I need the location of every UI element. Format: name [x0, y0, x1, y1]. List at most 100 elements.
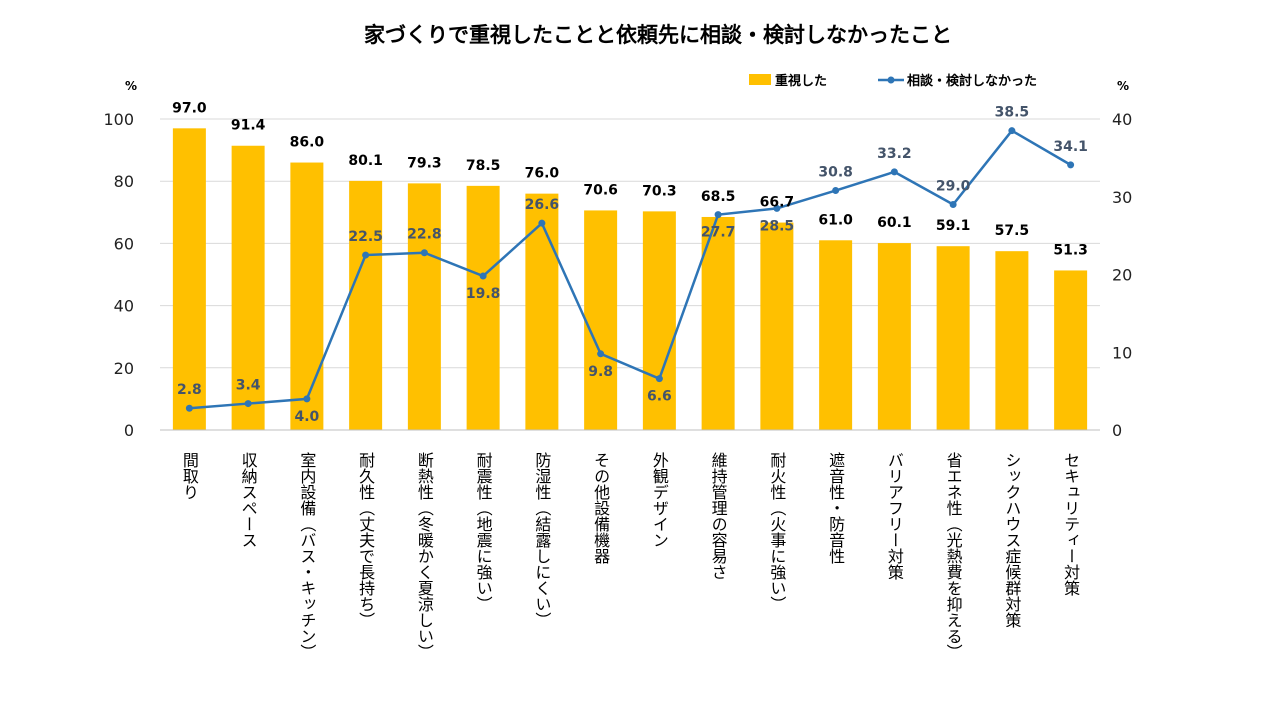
- right-tick-label: 0: [1112, 421, 1122, 440]
- line-value-label: 34.1: [1053, 139, 1088, 155]
- line-point: [538, 219, 546, 227]
- bar-value-label: 66.7: [760, 195, 795, 211]
- line-value-label: 9.8: [588, 364, 613, 380]
- line-value-label: 30.8: [818, 165, 853, 181]
- category-label: 間取り: [180, 452, 199, 500]
- bar-value-label: 79.3: [407, 155, 442, 171]
- line-value-labels: 2.8 3.4 4.0 22.5 22.8 19.8 26.6 9.8 6.6 27.7 28.5 3…: [177, 105, 1088, 425]
- bar-series: [172, 128, 1088, 431]
- category-label: セキュリティー対策: [1061, 452, 1080, 596]
- bar-value-label: 51.3: [1053, 242, 1088, 258]
- category-label: 室内設備（バス・キッチン）: [297, 452, 316, 660]
- line-value-label: 28.5: [760, 218, 795, 234]
- line-point: [597, 350, 605, 358]
- line-point: [244, 400, 252, 408]
- category-label: 省エネ性（光熱費を抑える）: [944, 452, 963, 660]
- legend-bar-label: 重視した: [775, 73, 827, 89]
- bar: [172, 128, 206, 430]
- right-tick-label: 20: [1112, 266, 1132, 285]
- bar-value-label: 78.5: [466, 158, 501, 174]
- category-label: その他設備機器: [591, 452, 610, 564]
- left-tick-label: 100: [103, 110, 134, 129]
- bar: [525, 193, 559, 430]
- line-value-label: 38.5: [995, 105, 1030, 121]
- bar: [584, 210, 618, 430]
- right-tick-label: 10: [1112, 343, 1132, 362]
- category-label: バリアフリー対策: [885, 452, 904, 580]
- category-label: 防湿性（結露しにくい）: [532, 452, 551, 628]
- line-value-label: 2.8: [177, 382, 202, 398]
- line-point: [714, 211, 722, 219]
- chart-title: 家づくりで重視したことと依頼先に相談・検討しなかったこと: [364, 23, 952, 47]
- line-value-label: 27.7: [701, 225, 736, 241]
- line-value-label: 19.8: [466, 286, 501, 302]
- bar: [349, 180, 383, 430]
- line-value-label: 22.8: [407, 227, 442, 243]
- bar-value-label: 60.1: [877, 215, 912, 231]
- bar-value-label: 68.5: [701, 189, 736, 205]
- line-point: [479, 272, 487, 280]
- bar-value-label: 59.1: [936, 218, 971, 234]
- right-axis-unit: %: [1117, 79, 1129, 93]
- right-axis: 0 10 20 30 40: [1112, 110, 1132, 440]
- bar-value-label: 57.5: [995, 223, 1030, 239]
- line-point: [1067, 161, 1075, 169]
- category-label: 外観デザイン: [650, 452, 669, 548]
- legend-line-marker: [887, 76, 895, 84]
- bar-value-label: 80.1: [348, 153, 383, 169]
- bar: [701, 216, 735, 430]
- category-label: 維持管理の容易さ: [709, 452, 728, 580]
- bar-value-labels: 97.0 91.4 86.0 80.1 79.3 78.5 76.0 70.6 70.3 68.5…: [172, 100, 1088, 258]
- category-label: 収納スペース: [239, 452, 258, 548]
- bar-value-label: 97.0: [172, 100, 207, 116]
- bar-value-label: 86.0: [290, 135, 325, 151]
- bar-value-label: 76.0: [525, 166, 560, 182]
- line-value-label: 33.2: [877, 146, 912, 162]
- bar: [819, 240, 853, 430]
- category-label: 耐震性（地震に強い）: [474, 452, 493, 612]
- category-labels: 間取り 収納スペース 室内設備（バス・キッチン） 耐久性（丈夫で長持ち） 断熱性（冬暖か…: [180, 452, 1080, 660]
- bar: [642, 211, 676, 430]
- bar-value-label: 61.0: [818, 212, 853, 228]
- legend: 重視した 相談・検討しなかった: [749, 73, 1037, 89]
- line-value-label: 26.6: [525, 197, 560, 213]
- left-tick-label: 80: [114, 172, 134, 191]
- bar: [1054, 270, 1088, 430]
- bar: [231, 145, 265, 430]
- legend-line-label: 相談・検討しなかった: [907, 73, 1037, 89]
- category-label: 耐久性（丈夫で長持ち）: [356, 452, 375, 628]
- bar: [760, 222, 794, 430]
- category-label: 断熱性（冬暖かく夏涼しい）: [415, 452, 434, 660]
- line-point: [949, 201, 957, 209]
- series-line: [189, 129, 1072, 410]
- left-axis-unit: %: [125, 79, 137, 93]
- line-point: [890, 168, 898, 176]
- line-point: [362, 251, 370, 259]
- left-tick-label: 0: [124, 421, 134, 440]
- line-point: [1008, 127, 1016, 135]
- line-point: [185, 404, 193, 412]
- line-point: [655, 375, 663, 383]
- line-point: [773, 204, 781, 212]
- line-series: [185, 127, 1075, 412]
- line-value-label: 22.5: [348, 229, 383, 245]
- line-point: [303, 395, 311, 403]
- right-tick-label: 40: [1112, 110, 1132, 129]
- left-tick-label: 40: [114, 297, 134, 316]
- line-value-label: 6.6: [647, 389, 672, 405]
- left-axis: 0 20 40 60 80 100: [103, 110, 134, 440]
- category-label: 耐火性（火事に強い）: [767, 452, 786, 612]
- bar: [995, 251, 1029, 430]
- category-label: 遮音性・防音性: [826, 452, 845, 564]
- left-tick-label: 20: [114, 359, 134, 378]
- legend-bar-swatch: [749, 74, 771, 85]
- bar: [290, 162, 324, 431]
- bar-value-label: 70.6: [583, 182, 618, 198]
- bar: [877, 243, 911, 430]
- line-value-label: 3.4: [236, 378, 261, 394]
- category-label: シックハウス症候群対策: [1002, 452, 1021, 628]
- line-value-label: 4.0: [294, 409, 319, 425]
- bar-value-label: 70.3: [642, 183, 677, 199]
- right-tick-label: 30: [1112, 188, 1132, 207]
